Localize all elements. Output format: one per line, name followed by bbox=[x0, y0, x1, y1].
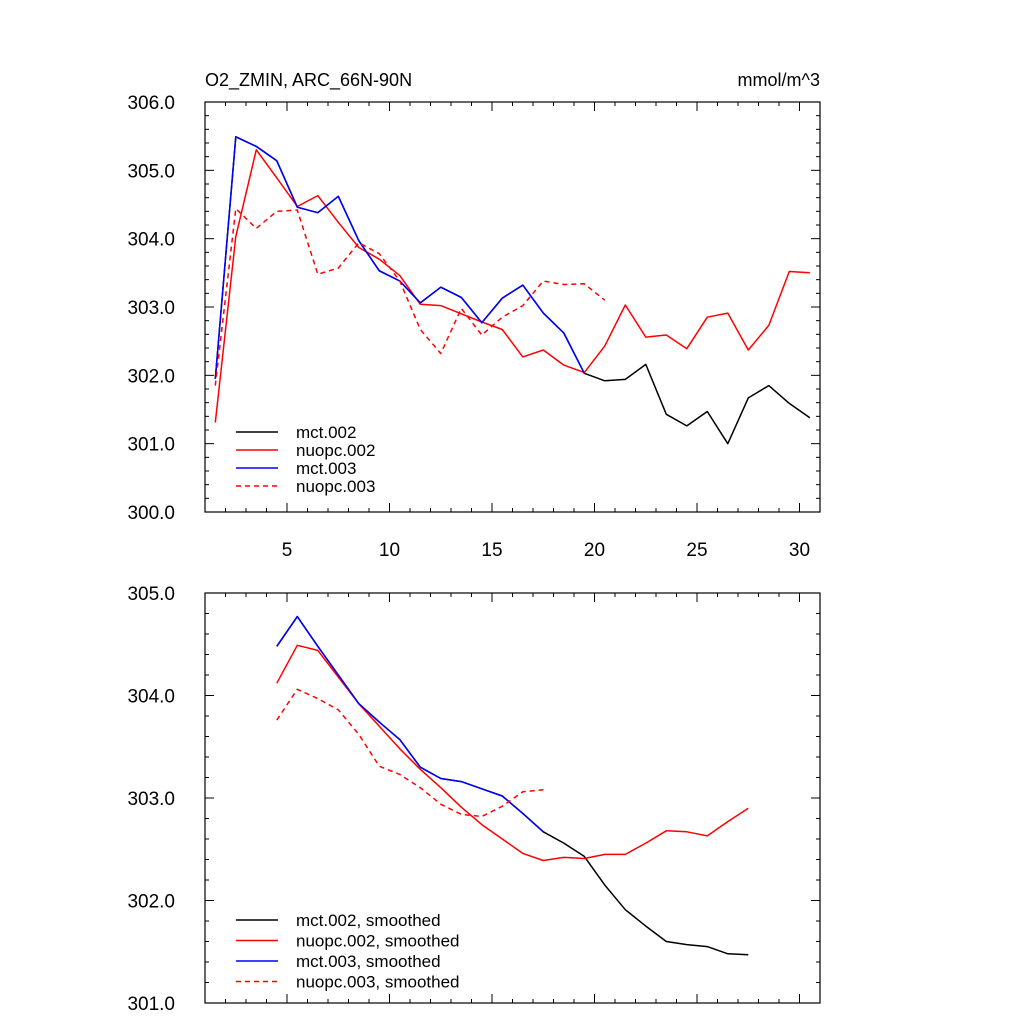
series-line-mct-003-smoothed bbox=[276, 615, 544, 833]
legend-label: mct.003, smoothed bbox=[296, 952, 441, 971]
plot-panel-1: 300.0 301.0 302.0 303.0 304.0 305.0 306.0 5 10 15… bbox=[127, 93, 821, 561]
series-line-nuopc-002 bbox=[214, 149, 810, 423]
legend-label: mct.003 bbox=[296, 459, 356, 478]
series-line-nuopc-002-smoothed bbox=[276, 644, 749, 862]
legend-label: nuopc.002, smoothed bbox=[296, 932, 460, 951]
series-line-mct-003 bbox=[214, 136, 585, 379]
y-tick-label: 305.0 bbox=[127, 161, 175, 182]
legend-label: nuopc.002 bbox=[296, 441, 375, 460]
x-tick-label: 30 bbox=[789, 540, 810, 561]
legend-label: mct.002, smoothed bbox=[296, 911, 441, 930]
y-tick-label: 303.0 bbox=[127, 789, 175, 810]
x-tick-label: 10 bbox=[379, 540, 400, 561]
y-tick-label: 302.0 bbox=[127, 366, 175, 387]
y-tick-label: 304.0 bbox=[127, 230, 175, 251]
y-tick-label: 301.0 bbox=[127, 994, 175, 1015]
x-tick-label: 20 bbox=[584, 540, 605, 561]
plot-panel-2: 301.0 302.0 303.0 304.0 305.0 mct.002, smooth… bbox=[127, 584, 821, 1015]
units-label: mmol/m^3 bbox=[738, 70, 820, 90]
x-tick-label: 25 bbox=[686, 540, 707, 561]
y-tick-label: 301.0 bbox=[127, 435, 175, 456]
y-tick-label: 302.0 bbox=[127, 892, 175, 913]
x-tick-label: 15 bbox=[481, 540, 502, 561]
y-tick-label: 300.0 bbox=[127, 503, 175, 524]
legend: mct.002, smoothed nuopc.002, smoothedmct.… bbox=[236, 911, 460, 992]
y-tick-label: 304.0 bbox=[127, 687, 175, 708]
legend-label: nuopc.003 bbox=[296, 477, 375, 496]
series-line-nuopc-003 bbox=[214, 207, 606, 386]
legend-label: mct.002 bbox=[296, 423, 356, 442]
series-line-mct-002-smoothed bbox=[276, 615, 749, 956]
y-tick-label: 305.0 bbox=[127, 584, 175, 605]
series-line-mct-002 bbox=[214, 136, 811, 445]
chart-title: O2_ZMIN, ARC_66N-90N bbox=[205, 70, 412, 91]
series-line-nuopc-003-smoothed bbox=[276, 688, 544, 818]
x-tick-label: 5 bbox=[282, 540, 293, 561]
legend-label: nuopc.003, smoothed bbox=[296, 973, 460, 992]
y-tick-label: 306.0 bbox=[127, 93, 175, 114]
y-tick-label: 303.0 bbox=[127, 298, 175, 319]
